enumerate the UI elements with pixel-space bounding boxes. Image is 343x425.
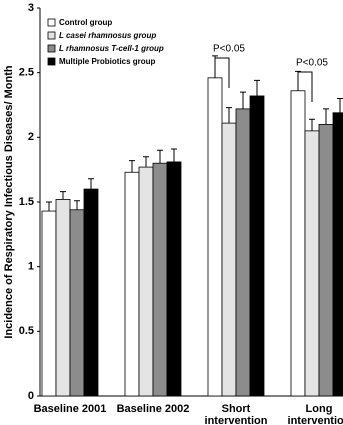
bar (290, 90, 306, 397)
x-tick-label: Baseline 2002 (116, 403, 190, 415)
y-tick-label: 3 (28, 2, 34, 14)
legend-label: Multiple Probiotics group (59, 57, 156, 66)
error-bar (46, 201, 52, 212)
bar (138, 166, 154, 397)
error-bar (157, 149, 163, 164)
bar (83, 188, 99, 397)
error-bar (240, 91, 246, 109)
bar (249, 95, 265, 397)
legend-swatch (47, 31, 56, 40)
y-tick-label: 1 (28, 261, 34, 273)
bar (332, 112, 343, 397)
bar (221, 122, 237, 397)
bar (304, 130, 320, 397)
bar (69, 209, 85, 397)
y-axis-label: Incidence of Respiratory Infectious Dise… (3, 65, 15, 339)
error-bar (337, 98, 343, 113)
y-tick-label: 2 (28, 131, 34, 143)
error-bar (88, 178, 94, 190)
error-bar (309, 118, 315, 131)
legend-label: L casei rhamnosus group (59, 31, 156, 40)
error-bar (254, 79, 260, 96)
x-tick-label: Short intervention (204, 403, 268, 425)
x-tick-label: Baseline 2001 (33, 403, 107, 415)
error-bar (74, 200, 80, 210)
error-bar (60, 191, 66, 200)
annotation: P<0.05 (296, 58, 328, 69)
bar (166, 161, 182, 397)
y-tick-label: 2.5 (19, 67, 34, 79)
y-tick-label: 1.5 (19, 196, 34, 208)
bar (41, 210, 57, 397)
bracket (297, 71, 313, 102)
bar (318, 124, 334, 397)
bracket (214, 57, 230, 88)
legend-swatch (47, 18, 56, 27)
bar (124, 171, 140, 397)
annotation: P<0.05 (213, 44, 245, 55)
error-bar (143, 156, 149, 168)
error-bar (323, 108, 329, 125)
legend-swatch (47, 44, 56, 53)
y-tick-label: 0 (28, 390, 34, 402)
bar (235, 108, 251, 397)
legend-label: Control group (59, 18, 112, 27)
x-tick-label: Long intervention (287, 403, 343, 425)
bar (152, 162, 168, 397)
error-bar (129, 160, 135, 173)
legend-swatch (47, 57, 56, 66)
bar (55, 199, 71, 397)
y-tick-label: 0.5 (19, 325, 34, 337)
error-bar (226, 107, 232, 124)
error-bar (171, 148, 177, 162)
bar (207, 77, 223, 397)
legend-label: L rhamnosus T-cell-1 group (59, 44, 164, 53)
